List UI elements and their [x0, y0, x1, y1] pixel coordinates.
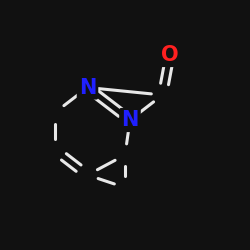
Text: O: O	[161, 45, 179, 65]
Text: N: N	[121, 110, 139, 130]
Text: N: N	[79, 78, 96, 98]
